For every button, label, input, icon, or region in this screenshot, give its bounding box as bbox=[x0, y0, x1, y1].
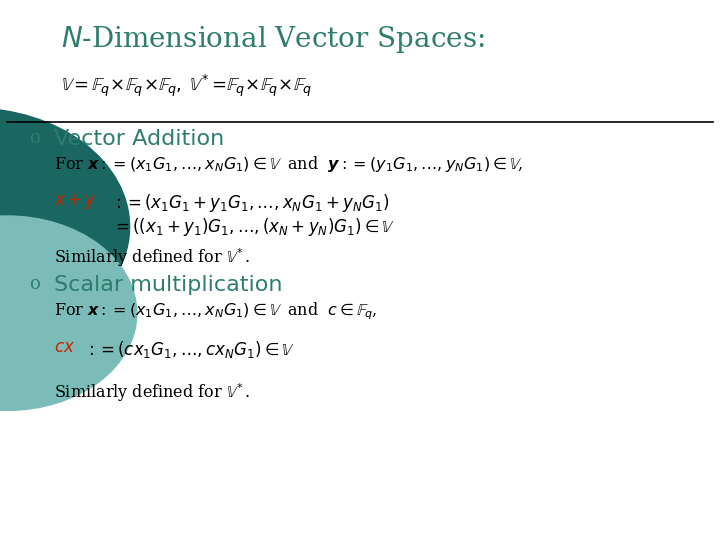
Text: Similarly defined for $\mathbb{V}^*$.: Similarly defined for $\mathbb{V}^*$. bbox=[54, 247, 250, 269]
Text: o: o bbox=[29, 129, 40, 146]
Text: $cx$: $cx$ bbox=[54, 339, 75, 355]
Text: For $\boldsymbol{x} := (x_1G_1,\ldots,x_NG_1) \in \mathbb{V}$  and  $c \in \math: For $\boldsymbol{x} := (x_1G_1,\ldots,x_… bbox=[54, 301, 377, 322]
Text: $N$-Dimensional Vector Spaces:: $N$-Dimensional Vector Spaces: bbox=[61, 24, 485, 55]
Text: Scalar multiplication: Scalar multiplication bbox=[54, 275, 282, 295]
Circle shape bbox=[0, 108, 130, 346]
Text: $x + y$: $x + y$ bbox=[54, 192, 96, 211]
Text: Vector Addition: Vector Addition bbox=[54, 129, 224, 148]
Text: $:= (cx_1G_1,\ldots,cx_NG_1) \in \mathbb{V}$: $:= (cx_1G_1,\ldots,cx_NG_1) \in \mathbb… bbox=[85, 339, 295, 360]
Text: $= ((x_1 + y_1)G_1,\ldots,(x_N + y_N)G_1) \in \mathbb{V}$: $= ((x_1 + y_1)G_1,\ldots,(x_N + y_N)G_1… bbox=[112, 216, 395, 238]
Text: o: o bbox=[29, 275, 40, 293]
Text: $\mathbb{V} = \mathbb{F}_q \!\times\! \mathbb{F}_q \!\times\! \mathbb{F}_q,$$\; : $\mathbb{V} = \mathbb{F}_q \!\times\! \m… bbox=[61, 73, 312, 99]
Text: For $\boldsymbol{x} := (x_1G_1,\ldots,x_NG_1) \in \mathbb{V}$  and  $\boldsymbol: For $\boldsymbol{x} := (x_1G_1,\ldots,x_… bbox=[54, 154, 523, 174]
Circle shape bbox=[0, 216, 137, 410]
Text: Similarly defined for $\mathbb{V}^*$.: Similarly defined for $\mathbb{V}^*$. bbox=[54, 382, 250, 404]
Text: $:= (x_1G_1 + y_1G_1,\ldots,x_NG_1 + y_NG_1)$: $:= (x_1G_1 + y_1G_1,\ldots,x_NG_1 + y_N… bbox=[112, 192, 389, 214]
